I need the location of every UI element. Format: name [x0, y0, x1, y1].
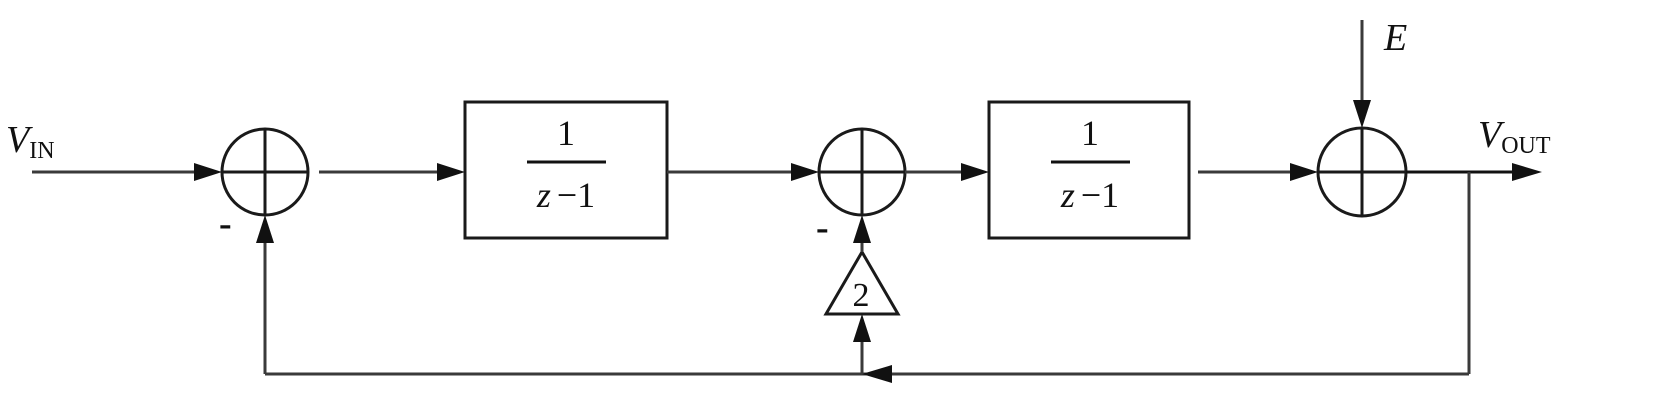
summing-junction-2	[817, 127, 907, 217]
sum2-feedback-arrow	[853, 215, 871, 243]
block-1-denominator-rest: −1	[557, 175, 595, 215]
sum1-minus-sign: -	[219, 203, 232, 245]
input-label-main: V	[6, 119, 33, 161]
gain-block: 2	[823, 249, 901, 316]
block-1-denominator-var: z	[536, 175, 551, 215]
sum2-minus-sign: -	[816, 207, 829, 249]
block2-input-arrow	[961, 163, 989, 181]
transfer-block-1: 1 z −1	[463, 100, 669, 240]
input-arrow	[194, 163, 222, 181]
block-2-numerator: 1	[1081, 113, 1099, 153]
disturbance-label: E	[1383, 17, 1407, 59]
sum1-feedback-arrow	[256, 215, 274, 243]
transfer-block-2: 1 z −1	[987, 100, 1191, 240]
gain-input-arrow	[853, 314, 871, 342]
block-2-denominator-var: z	[1060, 175, 1075, 215]
block-2-denominator: z −1	[1060, 175, 1119, 215]
sum3-input-arrow	[1290, 163, 1318, 181]
feedback-direction-arrow	[862, 365, 892, 383]
sum2-input-arrow	[791, 163, 819, 181]
input-label-subscript: IN	[29, 138, 54, 164]
summing-junction-1	[220, 127, 310, 217]
block-1-numerator: 1	[557, 113, 575, 153]
block-1-denominator: z −1	[536, 175, 595, 215]
block1-input-arrow	[437, 163, 465, 181]
output-label-main: V	[1478, 114, 1505, 156]
block-2-denominator-rest: −1	[1081, 175, 1119, 215]
input-label: VIN	[6, 119, 55, 164]
output-arrow	[1512, 163, 1542, 181]
disturbance-arrow	[1353, 100, 1371, 128]
output-label: VOUT	[1478, 114, 1551, 159]
gain-value: 2	[853, 277, 870, 314]
summing-junction-3	[1316, 126, 1408, 218]
output-label-subscript: OUT	[1501, 133, 1551, 159]
